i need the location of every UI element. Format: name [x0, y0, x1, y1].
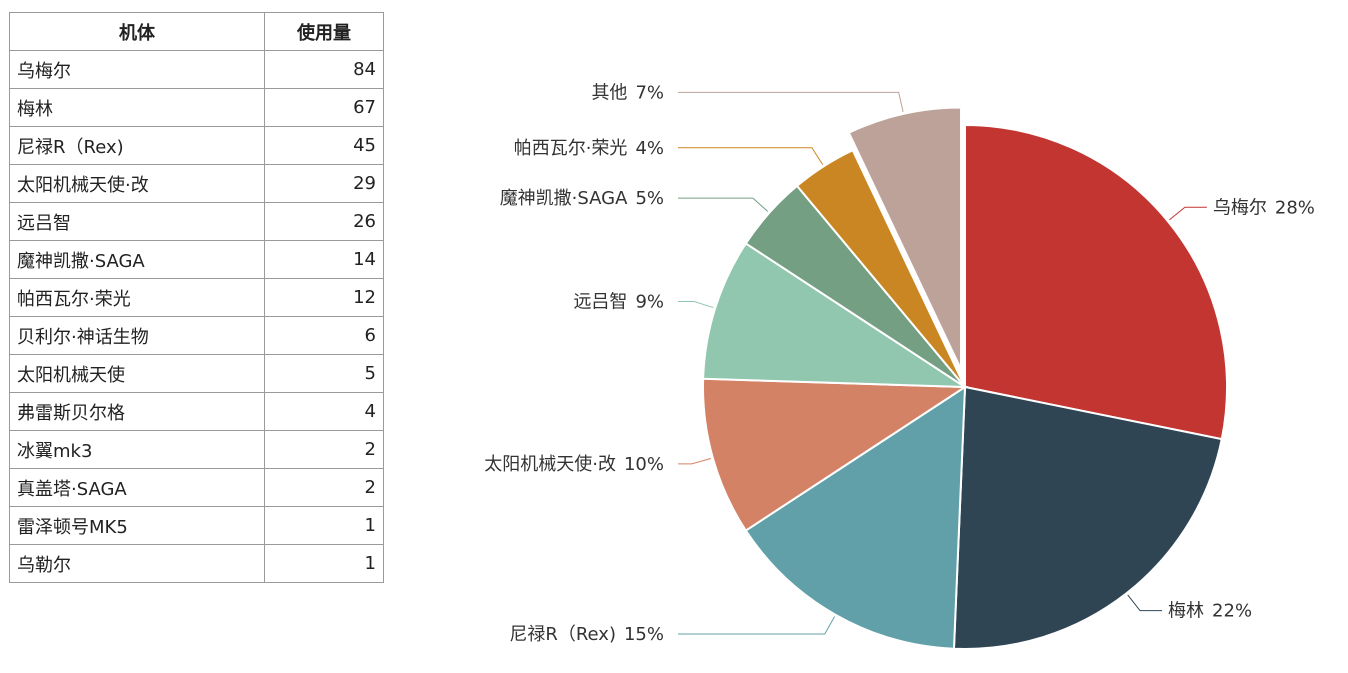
pie-slice-label-percent: 15% [624, 624, 664, 645]
pie-leader-line [678, 147, 824, 165]
pie-slice [952, 385, 1223, 650]
table-cell-usage: 1 [264, 544, 384, 583]
table-cell-name: 冰翼mk3 [9, 430, 265, 469]
pie-slice [744, 385, 967, 650]
pie-slice-label-name: 其他 [591, 82, 627, 103]
pie-slice-label-percent: 28% [1275, 197, 1315, 218]
table-row: 魔神凯撒·SAGA 14 [9, 240, 384, 279]
table-row: 弗雷斯贝尔格 4 [9, 392, 384, 431]
pie-slice-label-name: 太阳机械天使·改 [484, 454, 616, 475]
table-cell-usage: 84 [264, 50, 384, 89]
pie-slice-label: 其他 7% [591, 82, 664, 103]
pie-leader-line [678, 301, 714, 309]
table-cell-name: 弗雷斯贝尔格 [9, 392, 265, 431]
table-body: 乌梅尔 84 梅林 67 尼禄R（Rex) 45 太阳机械天使·改 29 远吕智 26 魔神凯撒·S… [9, 50, 384, 583]
pie-slice-label-name: 乌梅尔 [1213, 197, 1267, 218]
pie-slice-label-name: 远吕智 [573, 292, 627, 313]
pie-slice [964, 123, 1228, 441]
pie-slice-label-name: 帕西瓦尔·荣光 [514, 138, 628, 159]
table-row: 真盖塔·SAGA 2 [9, 468, 384, 507]
pie-slice-label: 梅林 22% [1168, 601, 1252, 622]
pie-slice-label-percent: 9% [635, 292, 664, 313]
pie-leader-line [678, 197, 769, 212]
table-cell-name: 太阳机械天使 [9, 354, 265, 393]
table-cell-usage: 12 [264, 278, 384, 317]
table-cell-usage: 67 [264, 88, 384, 127]
pie-slice-label-percent: 10% [624, 454, 664, 475]
pie-slice-label: 乌梅尔 28% [1213, 197, 1315, 218]
pie-slice-label-percent: 22% [1212, 601, 1252, 622]
table-cell-name: 太阳机械天使·改 [9, 164, 265, 203]
table-cell-name: 雷泽顿号MK5 [9, 506, 265, 545]
pie-slice-label-percent: 7% [635, 82, 664, 103]
table-cell-name: 尼禄R（Rex) [9, 126, 265, 165]
pie-slice [702, 242, 969, 389]
pie-leader-line [678, 91, 904, 112]
pie-slice [847, 106, 963, 370]
column-header-usage: 使用量 [264, 12, 384, 51]
table-row: 贝利尔·神话生物 6 [9, 316, 384, 355]
pie-leader-line [678, 616, 836, 635]
pie-labels: 乌梅尔 28% 梅林 22% 尼禄R（Rex) 15% 太阳机械天使·改 10% 远吕智 9% 魔神… [484, 82, 1315, 645]
pie-slice-label: 魔神凯撒·SAGA 5% [500, 188, 664, 209]
pie-slice-label: 尼禄R（Rex) 15% [509, 624, 664, 645]
table-row: 太阳机械天使·改 29 [9, 164, 384, 203]
pie-leader-line [1127, 594, 1163, 612]
table-row: 乌梅尔 84 [9, 50, 384, 89]
table-cell-name: 贝利尔·神话生物 [9, 316, 265, 355]
table-row: 帕西瓦尔·荣光 12 [9, 278, 384, 317]
pie-slice-label: 远吕智 9% [573, 292, 664, 313]
table-header-row: 机体 使用量 [9, 12, 384, 51]
pie-leader-line [1169, 206, 1207, 221]
usage-table: 机体 使用量 乌梅尔 84 梅林 67 尼禄R（Rex) 45 太阳机械天使·改 29 远吕智 2… [9, 12, 384, 583]
table-row: 尼禄R（Rex) 45 [9, 126, 384, 165]
pie-slice-label: 帕西瓦尔·荣光 4% [514, 138, 664, 159]
table-cell-usage: 45 [264, 126, 384, 165]
pie-slice-label: 太阳机械天使·改 10% [484, 454, 664, 475]
table-cell-name: 帕西瓦尔·荣光 [9, 278, 265, 317]
pie-slice-label-name: 尼禄R（Rex) [509, 624, 616, 645]
table-cell-name: 乌勒尔 [9, 544, 265, 583]
table-row: 冰翼mk3 2 [9, 430, 384, 469]
table-cell-usage: 1 [264, 506, 384, 545]
pie-slice-label-percent: 5% [635, 188, 664, 209]
table-row: 远吕智 26 [9, 202, 384, 241]
table-row: 太阳机械天使 5 [9, 354, 384, 393]
pie-slice-label-percent: 4% [635, 138, 664, 159]
table-cell-usage: 29 [264, 164, 384, 203]
table-cell-usage: 2 [264, 468, 384, 507]
pie-leader-line [678, 457, 711, 465]
table-cell-usage: 26 [264, 202, 384, 241]
table-cell-name: 远吕智 [9, 202, 265, 241]
pie-slice [795, 148, 966, 388]
pie-slice-label-name: 梅林 [1168, 601, 1204, 622]
pie-slices [702, 106, 1228, 650]
table-cell-name: 真盖塔·SAGA [9, 468, 265, 507]
table-row: 梅林 67 [9, 88, 384, 127]
pie-slice-label-name: 魔神凯撒·SAGA [500, 188, 628, 209]
pie-slice [702, 377, 969, 532]
column-header-name: 机体 [9, 12, 265, 51]
table-cell-usage: 14 [264, 240, 384, 279]
table-cell-usage: 4 [264, 392, 384, 431]
table-row: 乌勒尔 1 [9, 544, 384, 583]
table-row: 雷泽顿号MK5 1 [9, 506, 384, 545]
table-cell-name: 魔神凯撒·SAGA [9, 240, 265, 279]
